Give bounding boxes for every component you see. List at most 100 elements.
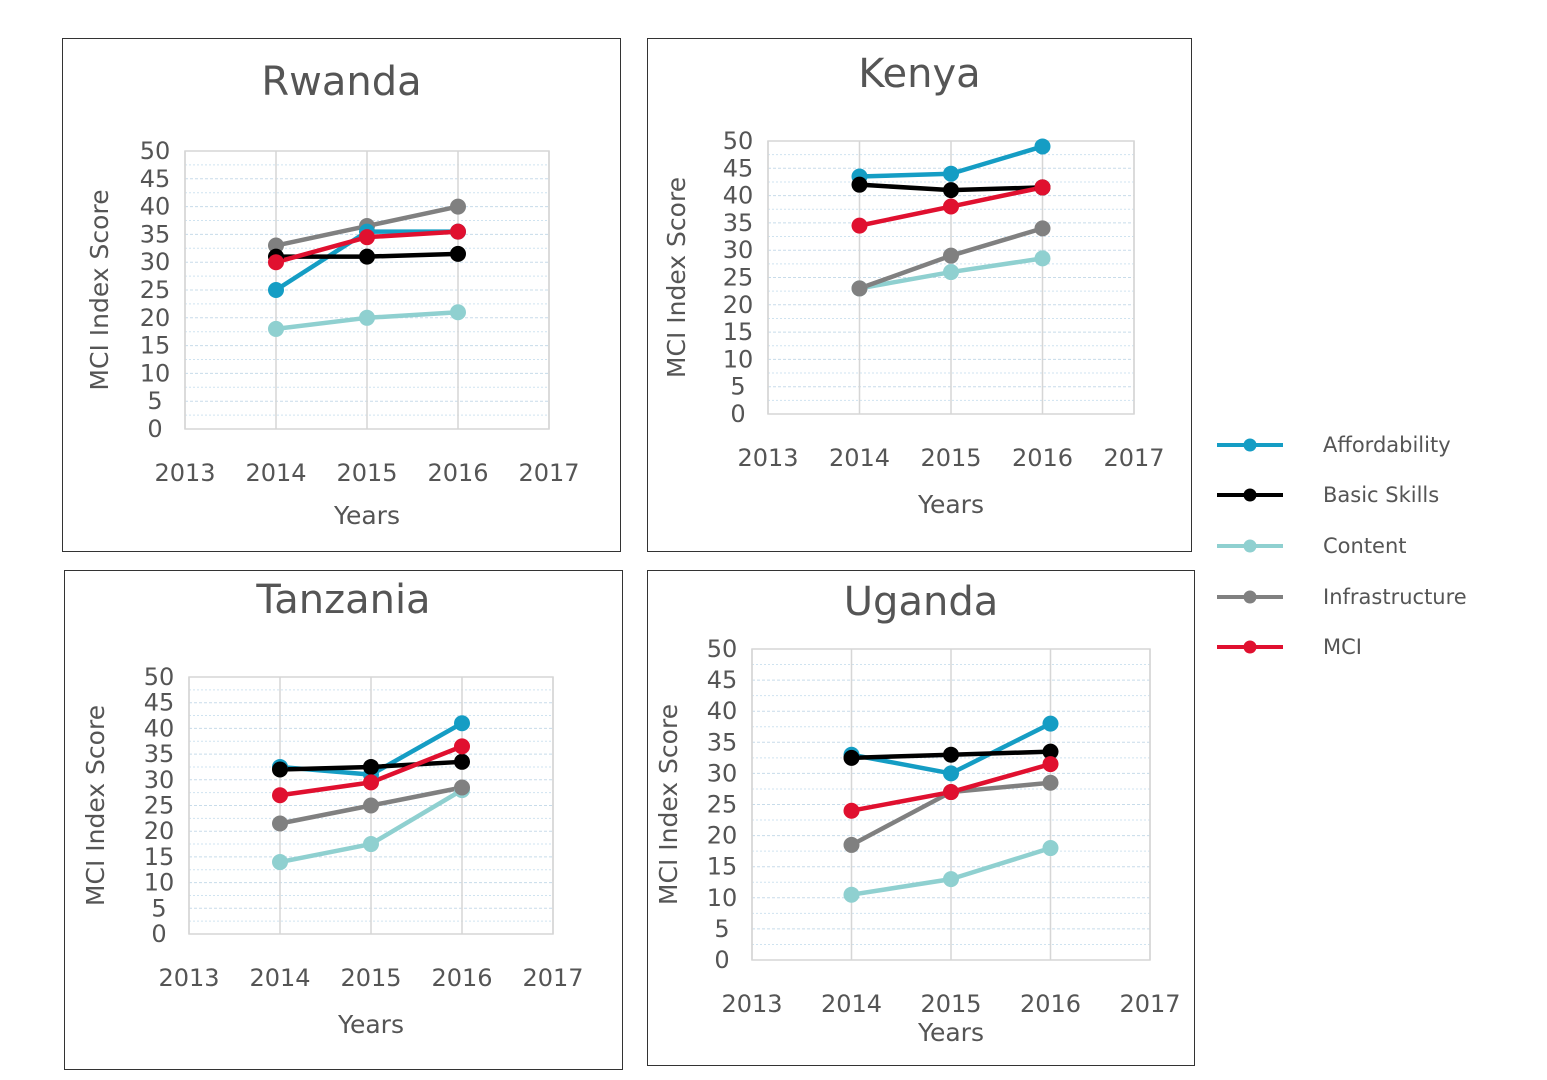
legend-swatch-content xyxy=(1217,539,1283,553)
chart-title: Kenya xyxy=(858,51,981,97)
y-tick-label: 35 xyxy=(140,220,171,248)
y-tick-label: 10 xyxy=(723,345,754,373)
data-point-infrastructure xyxy=(272,815,288,832)
data-point-content xyxy=(450,304,466,321)
y-tick-label: 45 xyxy=(707,666,738,694)
chart-panel-tanzania: Tanzania 0 5 10 15 20 25 30 35 40 45 50 2013 2014 201… xyxy=(64,570,623,1070)
data-point-mci xyxy=(450,223,466,240)
data-point-affordability xyxy=(943,765,959,782)
y-tick-label: 15 xyxy=(707,853,738,881)
y-tick-label: 0 xyxy=(730,400,745,428)
legend-label: MCI xyxy=(1323,635,1362,659)
chart-title: Tanzania xyxy=(256,577,431,623)
chart-legend: Affordability Basic Skills Content Infra… xyxy=(1210,405,1500,665)
y-tick-label: 25 xyxy=(140,276,171,304)
chart-panel-kenya: Kenya 0 5 10 15 20 25 30 35 40 45 50 2013 2014 2015 20… xyxy=(647,38,1192,552)
y-tick-label: 45 xyxy=(140,165,171,193)
data-point-basic-skills xyxy=(359,248,375,265)
data-point-mci xyxy=(843,802,860,819)
data-point-affordability xyxy=(268,282,284,298)
y-tick-label: 40 xyxy=(723,182,754,210)
y-tick-label: 10 xyxy=(707,884,738,912)
data-point-infrastructure xyxy=(454,779,470,796)
plot-area xyxy=(184,150,550,430)
y-tick-label: 35 xyxy=(723,209,754,237)
plot-area xyxy=(751,648,1151,961)
legend-marker xyxy=(1243,488,1257,502)
y-tick-label: 35 xyxy=(707,728,738,756)
x-tick-label: 2013 xyxy=(737,444,798,472)
data-point-basic-skills xyxy=(851,176,868,193)
legend-marker xyxy=(1243,640,1257,654)
data-point-mci xyxy=(272,787,288,804)
data-point-mci xyxy=(454,738,470,755)
y-tick-label: 20 xyxy=(707,822,738,850)
y-tick-label: 50 xyxy=(140,137,171,165)
y-axis-label: MCI Index Score xyxy=(85,189,114,390)
y-tick-label: 30 xyxy=(140,248,171,276)
x-axis-label: Years xyxy=(333,501,400,530)
data-point-affordability xyxy=(1034,138,1051,155)
legend-item-content: Content xyxy=(1210,526,1500,566)
x-tick-label: 2014 xyxy=(829,444,890,472)
data-point-content xyxy=(943,264,959,281)
legend-label: Affordability xyxy=(1323,433,1451,457)
data-point-content xyxy=(843,886,860,903)
x-axis-label: Years xyxy=(917,490,984,519)
chart-title: Rwanda xyxy=(261,59,422,105)
data-point-basic-skills xyxy=(450,245,466,262)
legend-item-infrastructure: Infrastructure xyxy=(1210,577,1500,617)
y-tick-label: 20 xyxy=(140,304,171,332)
x-tick-label: 2014 xyxy=(245,459,306,487)
y-tick-label: 40 xyxy=(707,697,738,725)
data-point-mci xyxy=(1042,756,1059,773)
y-tick-label: 15 xyxy=(140,332,171,360)
data-point-infrastructure xyxy=(363,797,379,814)
x-tick-label: 2014 xyxy=(821,990,882,1018)
chart-panel-rwanda: Rwanda 0 5 10 15 20 25 30 35 40 45 50 2013 2014 2015 2… xyxy=(62,38,621,552)
y-tick-label: 15 xyxy=(723,318,754,346)
legend-marker xyxy=(1243,539,1257,553)
y-tick-label: 40 xyxy=(140,193,171,221)
x-tick-label: 2016 xyxy=(1020,990,1081,1018)
y-tick-label: 50 xyxy=(723,127,754,155)
y-tick-label: 45 xyxy=(723,154,754,182)
y-tick-label: 30 xyxy=(707,759,738,787)
y-tick-label: 0 xyxy=(151,920,166,948)
data-point-content xyxy=(1042,840,1059,857)
x-tick-label: 2015 xyxy=(920,990,981,1018)
y-tick-label: 30 xyxy=(144,766,175,794)
data-point-basic-skills xyxy=(943,746,959,763)
y-tick-label: 35 xyxy=(144,740,175,768)
data-point-content xyxy=(1034,250,1051,267)
y-tick-label: 50 xyxy=(144,663,175,691)
data-point-content xyxy=(272,854,288,871)
data-point-infrastructure xyxy=(1034,220,1051,237)
legend-label: Infrastructure xyxy=(1323,585,1467,609)
x-tick-label: 2013 xyxy=(721,990,782,1018)
x-tick-label: 2015 xyxy=(920,444,981,472)
y-tick-label: 45 xyxy=(144,689,175,717)
y-tick-label: 5 xyxy=(730,373,745,401)
y-tick-label: 50 xyxy=(707,635,738,663)
plot-area xyxy=(767,140,1135,415)
y-axis-label: MCI Index Score xyxy=(654,704,683,905)
data-point-content xyxy=(363,836,379,853)
x-tick-label: 2017 xyxy=(1119,990,1180,1018)
data-point-mci xyxy=(363,774,379,791)
legend-marker xyxy=(1243,438,1257,452)
data-point-basic-skills xyxy=(454,753,470,770)
data-point-content xyxy=(268,320,284,337)
data-point-basic-skills xyxy=(843,749,860,766)
data-point-mci xyxy=(851,217,868,234)
y-tick-label: 5 xyxy=(147,387,162,415)
data-point-mci xyxy=(1034,179,1051,196)
y-tick-label: 25 xyxy=(707,791,738,819)
y-tick-label: 0 xyxy=(714,946,729,974)
data-point-affordability xyxy=(1042,715,1059,732)
y-tick-label: 40 xyxy=(144,714,175,742)
x-tick-label: 2017 xyxy=(522,964,583,992)
data-point-infrastructure xyxy=(843,836,860,853)
